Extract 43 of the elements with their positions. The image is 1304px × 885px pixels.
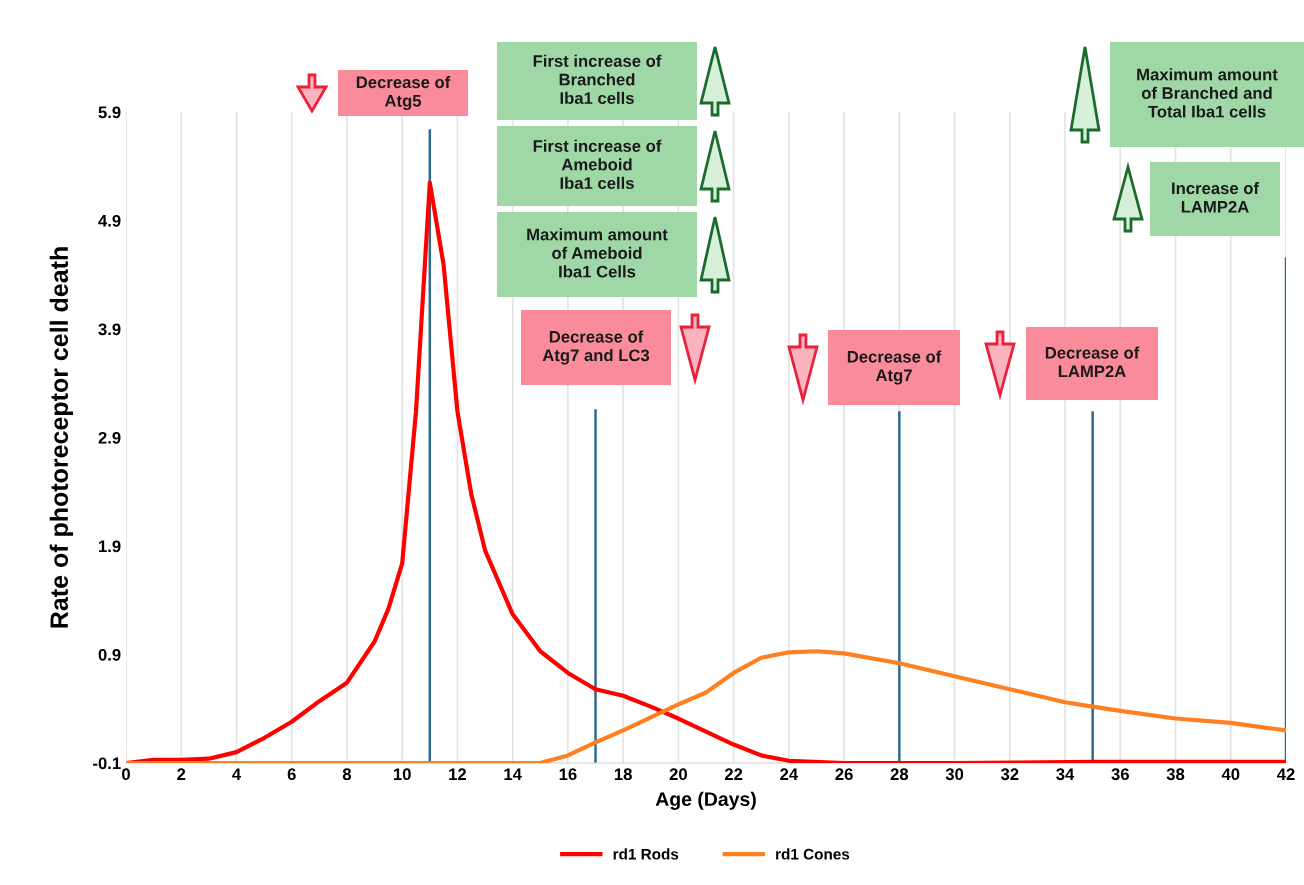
text: Decrease of Atg5 [356,75,451,111]
legend-label: rd1 Cones [776,848,850,860]
x-tick-label: 38 [1166,768,1185,781]
annotation: Maximum amount of Branched and Total Iba1 cells [1137,68,1278,118]
x-tick-label: 14 [504,768,522,780]
annotation: First increase of Ameboid Iba1 cells [533,139,662,190]
y-tick-label: -0.1 [93,757,121,770]
annotation: Increase of LAMP2A [1172,181,1260,213]
x-tick-label: 16 [559,768,577,781]
x-tick-label: 36 [1111,768,1129,781]
x-tick-label: 4 [232,768,242,780]
annotation: Decrease of Atg7 [847,350,942,385]
x-tick-label: 24 [780,768,799,780]
y-axis-title: Rate of photoreceptor cell death [49,247,73,628]
y-tick-label: 3.9 [98,323,121,336]
line-series [126,649,1286,763]
x-tick-label: 42 [1276,768,1295,780]
x-tick-label: 18 [614,768,632,781]
x-tick-label: 10 [393,768,411,781]
y-tick-label: 5.9 [98,106,121,119]
x-tick-label: 40 [1221,768,1240,781]
x-axis-title: Age (Days) [655,791,756,810]
x-tick-label: 2 [177,768,186,780]
y-tick-label: 4.9 [98,214,121,227]
x-tick-label: 34 [1056,768,1075,781]
x-tick-label: 30 [945,768,964,781]
x-tick-label: 22 [724,768,743,780]
x-tick-label: 6 [287,768,296,781]
x-tick-label: 28 [890,768,909,781]
x-tick-label: 32 [1000,768,1019,781]
x-tick-label: 12 [449,768,467,780]
x-tick-label: 8 [342,768,352,781]
x-tick-label: 20 [669,768,687,781]
text: First increase of Branched Iba1 cells [533,54,662,105]
y-tick-label: 1.9 [99,540,121,553]
annotation: Maximum amount of Ameboid Iba1 Cells [527,228,668,278]
annotation: Decrease of LAMP2A [1045,346,1140,378]
x-tick-label: 26 [835,768,853,781]
x-tick-label: 0 [122,768,130,781]
legend-label: rd1 Rods [613,848,679,860]
y-tick-label: 0.9 [98,648,121,661]
annotation: Decrease of Atg7 and LC3 [542,330,650,365]
y-tick-label: 2.9 [98,431,121,444]
